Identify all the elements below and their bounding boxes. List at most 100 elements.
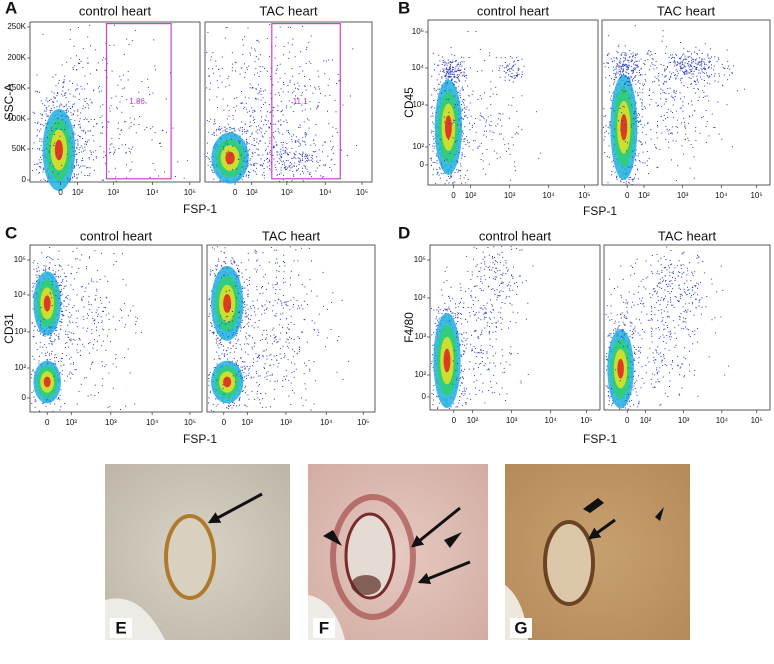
event [297,141,298,142]
event [540,153,541,154]
event [302,156,303,157]
event [247,131,248,132]
event [289,133,290,134]
event [638,82,639,83]
event [63,106,64,107]
event [632,181,633,182]
event [618,45,619,46]
event [40,124,41,125]
event [657,167,658,168]
event [691,101,692,102]
event [672,112,673,113]
event [256,89,257,90]
event [703,97,704,98]
event [640,141,641,142]
event [700,133,701,134]
event [304,85,305,86]
event [635,75,636,76]
event [683,154,684,155]
event [46,347,47,348]
event [240,174,241,175]
event [667,66,668,67]
event [695,127,696,128]
event [639,72,640,73]
event [65,93,66,94]
event [113,154,114,155]
x-tick-label: 10⁵ [578,191,590,200]
event [83,48,84,49]
event [628,67,629,68]
event [55,355,56,356]
event [209,159,210,160]
event [433,100,434,101]
event [287,168,288,169]
event [61,322,62,323]
event [280,160,281,161]
event [41,162,42,163]
event [700,77,701,78]
event [618,66,619,67]
event [522,72,523,73]
event [508,143,509,144]
event [228,124,229,125]
event [53,270,54,271]
event [628,182,629,183]
event [460,72,461,73]
event [453,69,454,70]
event [670,133,671,134]
event [256,40,257,41]
event [469,123,470,124]
event [212,172,213,173]
event [626,181,627,182]
event [117,108,118,109]
event [60,329,61,330]
event [505,62,506,63]
event [111,138,112,139]
event [447,79,448,80]
event [79,167,80,168]
event [248,66,249,67]
event [280,27,281,28]
event [105,58,106,59]
event [31,377,32,378]
event [82,160,83,161]
event [85,107,86,108]
event [511,69,512,70]
event [484,118,485,119]
event [244,157,245,158]
event [286,107,287,108]
event [727,61,728,62]
event [456,169,457,170]
event [55,123,56,124]
event [286,130,287,131]
event [37,130,38,131]
event [623,70,624,71]
event [691,53,692,54]
event [611,96,612,97]
event [34,113,35,114]
event [455,66,456,67]
event [128,148,129,149]
event [669,129,670,130]
event [98,88,99,89]
event [517,74,518,75]
event [54,361,55,362]
event [688,123,689,124]
event [623,68,624,69]
event [130,153,131,154]
event [219,129,220,130]
event [289,52,290,53]
event [437,93,438,94]
event [684,126,685,127]
event [613,84,614,85]
event [616,176,617,177]
event [473,91,474,92]
event [460,170,461,171]
event [621,68,622,69]
event [275,94,276,95]
event [434,138,435,139]
event [273,116,274,117]
event [683,53,684,54]
event [737,90,738,91]
